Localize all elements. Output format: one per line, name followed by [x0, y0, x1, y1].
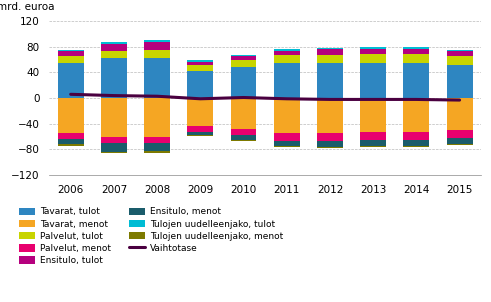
Bar — [404, 132, 429, 140]
Bar — [58, 133, 83, 139]
Bar — [317, 98, 343, 133]
Bar — [231, 140, 256, 141]
Text: mrd. euroa: mrd. euroa — [0, 2, 55, 12]
Bar — [447, 138, 472, 144]
Bar — [360, 63, 386, 98]
Bar — [58, 50, 83, 51]
Bar — [231, 135, 256, 140]
Bar — [101, 58, 127, 98]
Bar — [317, 63, 343, 98]
Legend: Tavarat, tulot, Tavarat, menot, Palvelut, tulot, Palvelut, menot, Ensitulo, tulo: Tavarat, tulot, Tavarat, menot, Palvelut… — [19, 207, 283, 265]
Bar — [188, 135, 213, 136]
Bar — [404, 146, 429, 147]
Bar — [231, 98, 256, 129]
Bar — [101, 51, 127, 58]
Bar — [404, 49, 429, 54]
Bar — [360, 98, 386, 132]
Bar — [274, 51, 300, 55]
Bar — [274, 146, 300, 147]
Bar — [360, 132, 386, 140]
Bar — [144, 42, 170, 50]
Bar — [274, 133, 300, 140]
Bar — [144, 143, 170, 151]
Bar — [101, 143, 127, 152]
Bar — [360, 47, 386, 49]
Bar — [274, 98, 300, 133]
Bar — [404, 98, 429, 132]
Bar — [101, 137, 127, 143]
Bar — [188, 71, 213, 98]
Bar — [404, 54, 429, 63]
Bar — [447, 50, 472, 51]
Bar — [274, 55, 300, 63]
Bar — [447, 51, 472, 56]
Bar — [274, 49, 300, 51]
Bar — [101, 42, 127, 43]
Bar — [144, 58, 170, 98]
Bar — [274, 140, 300, 146]
Bar — [447, 144, 472, 145]
Bar — [231, 56, 256, 60]
Bar — [188, 60, 213, 62]
Bar — [360, 49, 386, 54]
Bar — [360, 140, 386, 146]
Bar — [274, 63, 300, 98]
Bar — [447, 65, 472, 98]
Bar — [58, 56, 83, 63]
Bar — [58, 144, 83, 146]
Bar — [447, 130, 472, 138]
Bar — [317, 49, 343, 54]
Bar — [317, 48, 343, 49]
Bar — [404, 47, 429, 49]
Bar — [58, 63, 83, 98]
Bar — [58, 139, 83, 144]
Bar — [188, 98, 213, 126]
Bar — [58, 98, 83, 133]
Bar — [317, 141, 343, 147]
Bar — [231, 54, 256, 56]
Bar — [360, 146, 386, 147]
Bar — [447, 98, 472, 130]
Bar — [144, 151, 170, 153]
Bar — [317, 133, 343, 141]
Bar — [231, 60, 256, 67]
Bar — [101, 152, 127, 153]
Bar — [188, 131, 213, 135]
Bar — [144, 137, 170, 143]
Bar — [144, 40, 170, 42]
Bar — [404, 140, 429, 146]
Bar — [58, 51, 83, 56]
Bar — [317, 147, 343, 148]
Bar — [188, 62, 213, 65]
Bar — [317, 54, 343, 63]
Bar — [404, 63, 429, 98]
Bar — [144, 50, 170, 58]
Bar — [231, 67, 256, 98]
Bar — [144, 98, 170, 137]
Bar — [447, 56, 472, 65]
Bar — [188, 126, 213, 131]
Bar — [101, 98, 127, 137]
Bar — [188, 65, 213, 71]
Bar — [231, 129, 256, 135]
Bar — [101, 43, 127, 51]
Bar — [360, 54, 386, 63]
